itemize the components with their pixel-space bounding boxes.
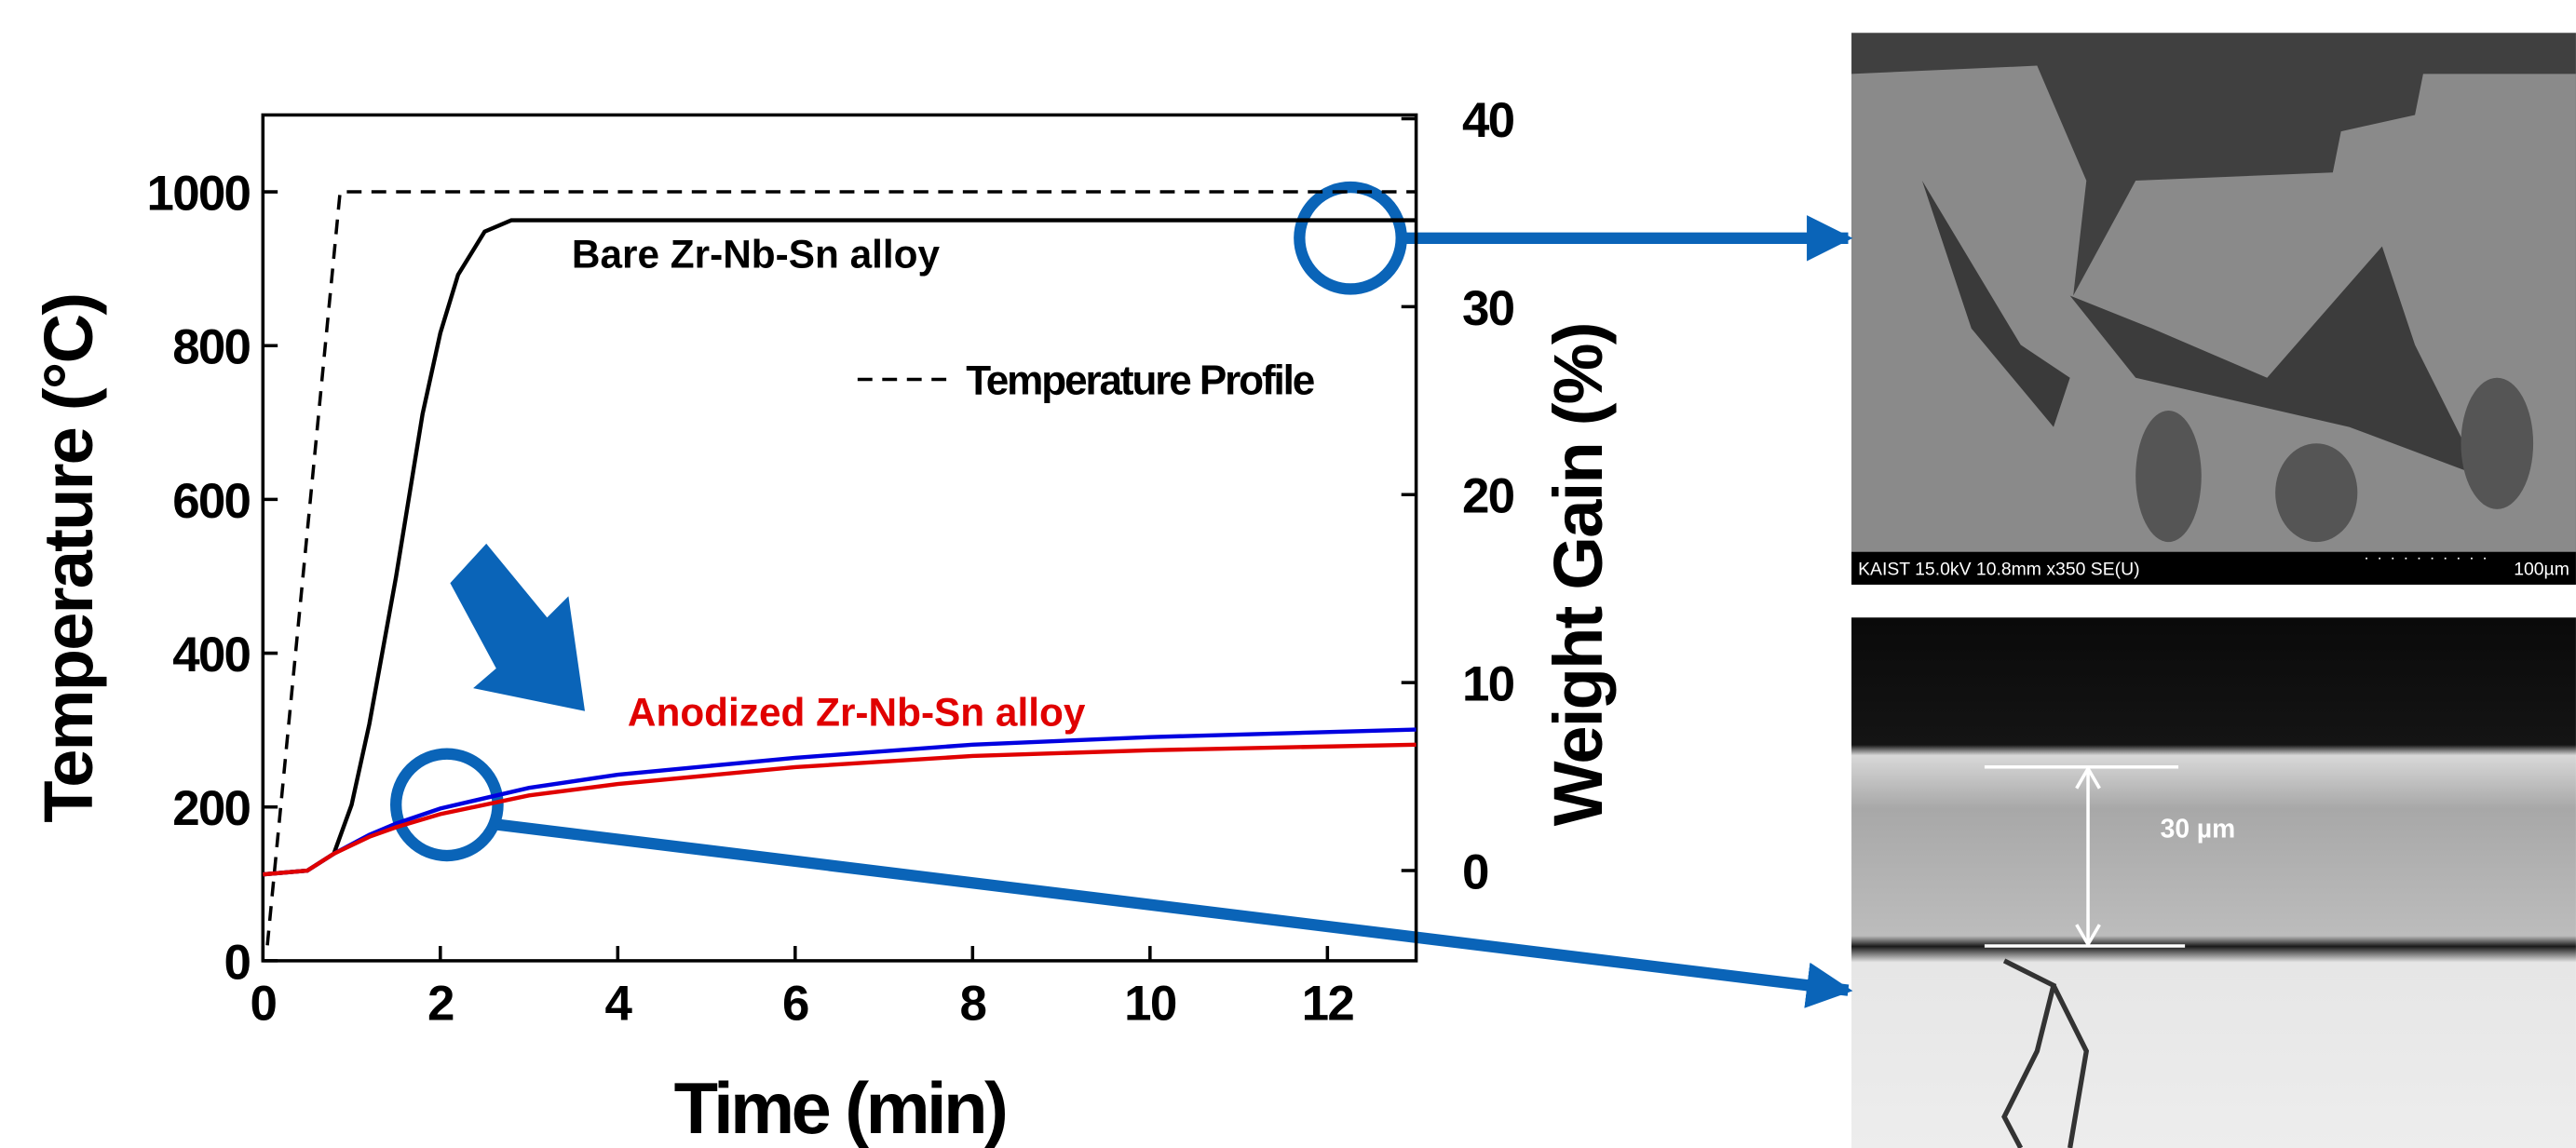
y-tick-label: 600	[172, 474, 250, 529]
y-tick-label: 0	[224, 935, 251, 990]
x-tick-label: 8	[959, 976, 985, 1031]
x-tick-label: 12	[1302, 976, 1354, 1031]
pointers	[390, 181, 1853, 1008]
y-tick-label: 1000	[147, 166, 251, 221]
y-tick-label: 800	[172, 320, 250, 375]
x-tick-label: 10	[1124, 976, 1176, 1031]
series-line	[263, 742, 1417, 877]
x-axis-title: Time (min)	[674, 1069, 1006, 1148]
y2-tick-label: 20	[1462, 469, 1514, 524]
y-axis-title: Temperature (°C)	[30, 294, 107, 823]
y-tick-label: 400	[172, 628, 250, 682]
plot-frame	[261, 113, 1418, 963]
x-tick-label: 6	[782, 976, 808, 1031]
series-label: Anodized Zr-Nb-Sn alloy	[628, 691, 1086, 735]
series-line	[265, 190, 1417, 946]
x-tick-label: 4	[604, 976, 632, 1031]
series-label: Bare Zr-Nb-Sn alloy	[572, 233, 941, 277]
scale-bar-label: 100µm	[2514, 559, 2569, 579]
y2-tick-label: 0	[1462, 844, 1488, 899]
micrograph-top: KAIST 15.0kV 10.8mm x350 SE(U) 100µm	[1851, 33, 2576, 585]
micrograph-caption: KAIST 15.0kV 10.8mm x350 SE(U)	[1858, 559, 2139, 579]
scale-bar-label: 30 µm	[2161, 814, 2236, 844]
legend-label: Temperature Profile	[966, 358, 1314, 403]
y2-tick-label: 30	[1462, 281, 1514, 336]
y2-axis-title: Weight Gain (%)	[1539, 323, 1617, 826]
x-tick-label: 0	[250, 976, 276, 1031]
y2-tick-label: 40	[1462, 93, 1514, 148]
x-tick-label: 2	[427, 976, 454, 1031]
plot: 0 2 4 6 8 10 12 0 200 400 600 800 1000 0 10 20 30 40 Time …	[30, 93, 1617, 1148]
y2-tick-label: 10	[1462, 657, 1514, 712]
series-line	[263, 218, 1417, 877]
y-tick-label: 200	[172, 781, 250, 836]
micrograph-bottom: 30 µm	[1851, 617, 2576, 1148]
